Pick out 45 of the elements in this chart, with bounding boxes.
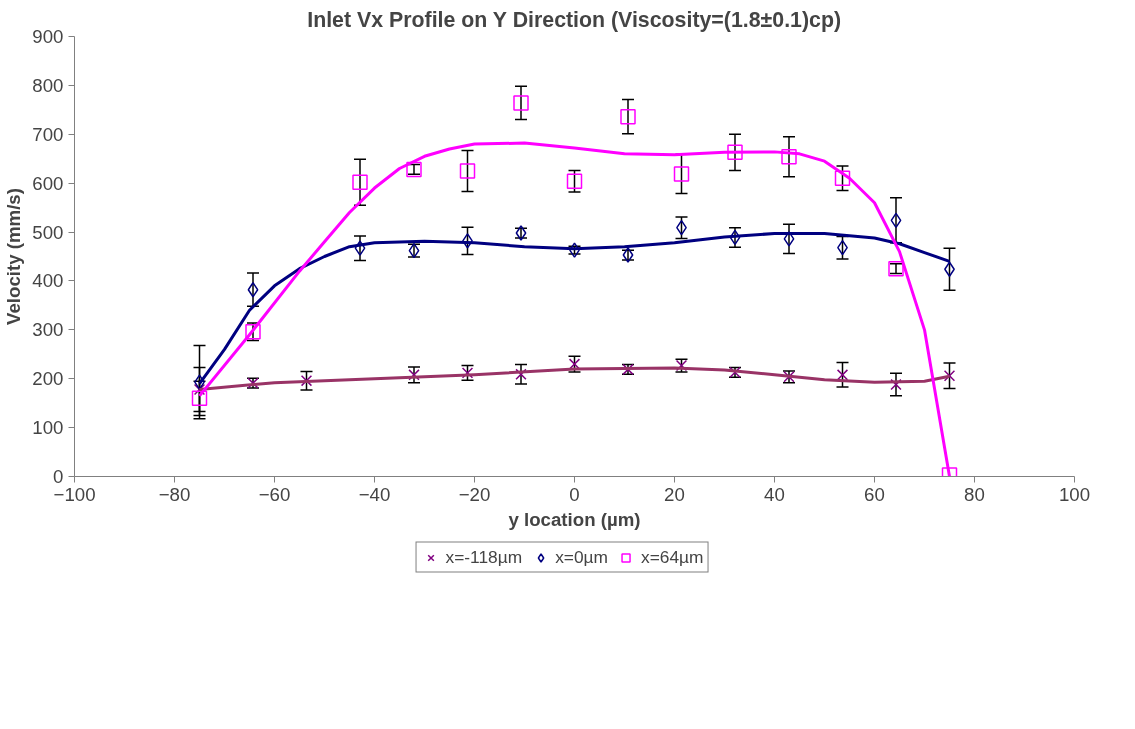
- legend-label: x=0µm: [555, 546, 608, 568]
- y-tick-label: 500: [32, 221, 64, 243]
- y-tick-label: 400: [32, 270, 64, 292]
- y-tick-label: 700: [32, 123, 64, 145]
- y-tick-label: 900: [32, 26, 64, 47]
- point: [354, 240, 366, 256]
- y-tick-label: 800: [32, 74, 64, 96]
- point: [620, 108, 636, 125]
- x-tick-label: −80: [158, 483, 191, 505]
- x-tick-label: 60: [864, 483, 885, 505]
- y-tick-label: 200: [32, 368, 64, 390]
- point: [300, 374, 313, 387]
- point: [890, 212, 902, 229]
- point: [352, 174, 368, 190]
- y-tick-label: 100: [32, 417, 64, 439]
- chart-title: Inlet Vx Profile on Y Direction (Viscosity=(1.8±0.1)cp): [307, 7, 842, 32]
- y-tick-label: 300: [32, 319, 64, 341]
- x-tick-label: 100: [1058, 483, 1091, 505]
- x-tick-label: 0: [569, 483, 580, 505]
- x-tick-label: 40: [764, 483, 785, 505]
- point: [943, 370, 956, 382]
- point: [673, 166, 690, 182]
- point: [515, 368, 527, 381]
- legend-label: x=64µm: [640, 546, 704, 568]
- y-tick-label: 600: [32, 172, 64, 194]
- x-tick-label: −60: [258, 483, 291, 505]
- x-tick-label: 80: [964, 483, 985, 505]
- point: [834, 170, 851, 187]
- point: [459, 163, 476, 179]
- point: [727, 144, 743, 161]
- point: [783, 231, 795, 247]
- point: [890, 378, 902, 391]
- legend-label: x=-118µm: [445, 546, 523, 568]
- x-tick-label: 20: [664, 483, 685, 505]
- y-axis-title: Velocity (mm/s): [3, 188, 25, 325]
- point: [566, 173, 583, 189]
- point: [247, 281, 259, 298]
- point: [781, 149, 797, 165]
- point: [191, 390, 208, 407]
- x-tick-label: −20: [458, 483, 491, 505]
- point: [513, 95, 529, 111]
- x-tick-label: −40: [358, 483, 391, 505]
- x-axis-title: y location (µm): [508, 508, 641, 530]
- point: [836, 369, 849, 381]
- point: [193, 383, 206, 396]
